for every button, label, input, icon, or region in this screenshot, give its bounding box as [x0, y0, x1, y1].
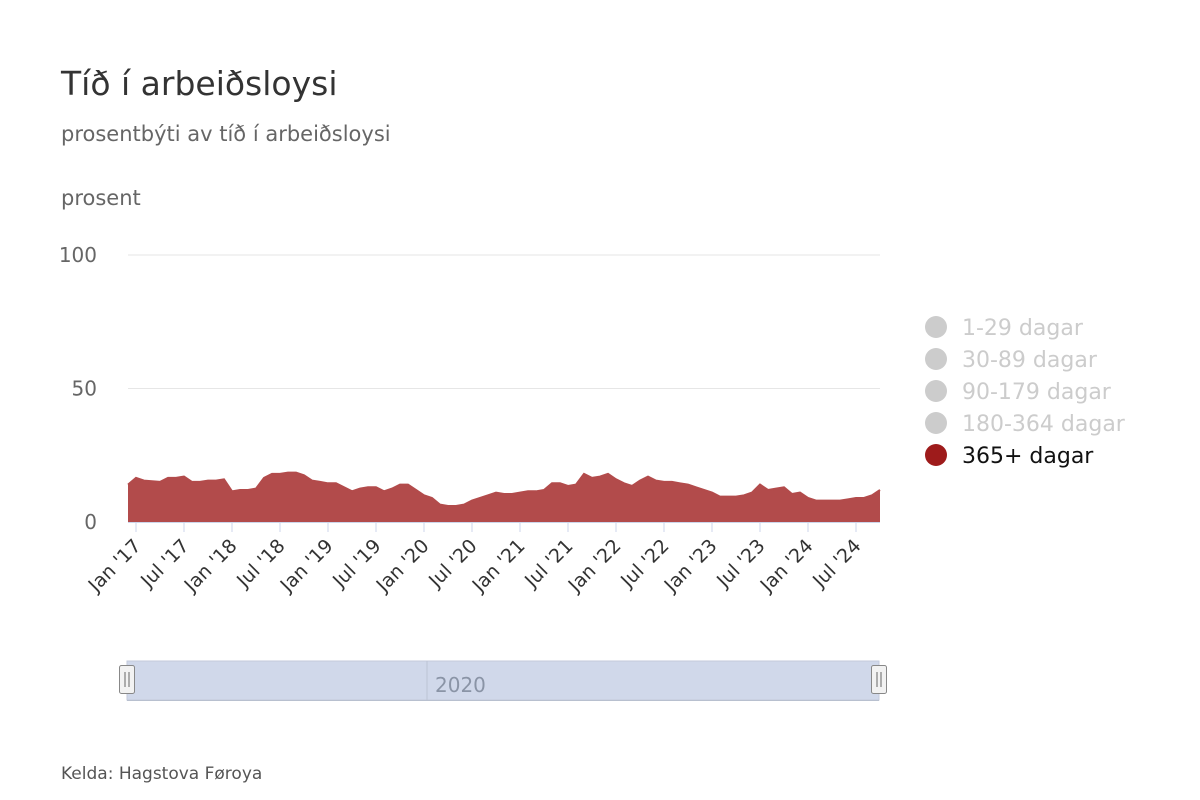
legend-label: 180-364 dagar [962, 412, 1126, 437]
series-area[interactable] [128, 472, 880, 522]
navigator-handle-left[interactable] [119, 665, 135, 694]
legend-marker [925, 316, 947, 338]
grid-lines [128, 254, 880, 389]
x-tick-label: Jan '18 [179, 535, 241, 597]
x-tick-label: Jul '24 [808, 535, 866, 593]
area-series[interactable] [127, 471, 881, 522]
legend-marker [925, 412, 947, 434]
credits[interactable]: Kelda: Hagstova Føroya [61, 764, 262, 784]
x-tick-label: Jan '17 [83, 535, 145, 597]
chart-title: Tíð í arbeiðsloysi [61, 64, 338, 103]
legend-item[interactable]: 365+ dagar [925, 444, 1094, 469]
y-axis: 0 50 100 [59, 243, 97, 534]
x-tick-label: Jan '20 [371, 535, 433, 597]
chart-subtitle: prosentbýti av tíð í arbeiðsloysi [61, 122, 391, 146]
legend-marker [925, 444, 947, 466]
y-tick-label: 0 [84, 510, 97, 534]
x-tick-label: Jan '22 [563, 535, 625, 597]
navigator-handle-right[interactable] [871, 665, 887, 694]
legend-item[interactable]: 90-179 dagar [925, 380, 1112, 405]
x-tick-label: Jan '19 [275, 535, 337, 597]
legend-item[interactable]: 30-89 dagar [925, 348, 1098, 373]
x-tick-label: Jan '24 [755, 535, 817, 597]
legend: 1-29 dagar 30-89 dagar 90-179 dagar 180-364… [925, 316, 1126, 469]
navigator-label: 2020 [435, 673, 486, 697]
legend-label: 30-89 dagar [962, 348, 1098, 373]
y-tick-label: 50 [72, 377, 97, 401]
navigator-range[interactable] [126, 660, 880, 701]
legend-label: 365+ dagar [962, 444, 1094, 469]
legend-item[interactable]: 1-29 dagar [925, 316, 1084, 341]
navigator[interactable]: 2020 [119, 660, 887, 701]
y-tick-label: 100 [59, 243, 97, 267]
x-tick-label: Jan '21 [467, 535, 529, 597]
legend-item[interactable]: 180-364 dagar [925, 412, 1126, 437]
legend-marker [925, 348, 947, 370]
x-tick-label: Jan '23 [659, 535, 721, 597]
y-axis-label: prosent [61, 186, 141, 210]
legend-label: 90-179 dagar [962, 380, 1112, 405]
series-line[interactable] [127, 471, 881, 507]
legend-marker [925, 380, 947, 402]
legend-label: 1-29 dagar [962, 316, 1084, 341]
